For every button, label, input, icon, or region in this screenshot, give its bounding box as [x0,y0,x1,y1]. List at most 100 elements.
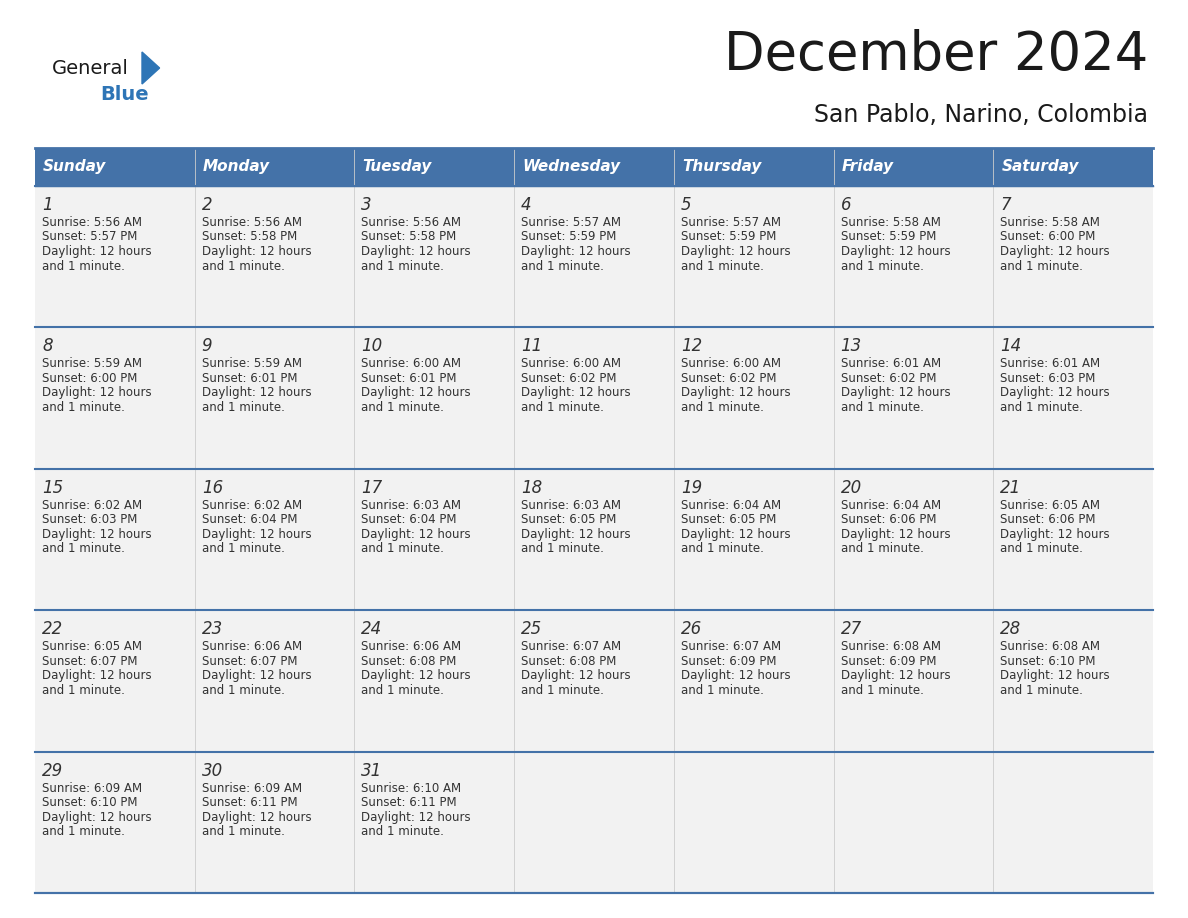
Bar [34,469,195,610]
Text: Daylight: 12 hours: Daylight: 12 hours [202,811,311,823]
Text: 16: 16 [202,479,223,497]
Text: Daylight: 12 hours: Daylight: 12 hours [202,245,311,258]
Text: Daylight: 12 hours: Daylight: 12 hours [841,245,950,258]
Bar [674,610,834,752]
Bar [993,148,1154,186]
Bar [674,328,834,469]
Text: Sunrise: 5:56 AM: Sunrise: 5:56 AM [361,216,461,229]
Text: and 1 minute.: and 1 minute. [361,684,444,697]
Text: and 1 minute.: and 1 minute. [841,684,923,697]
Text: 6: 6 [841,196,851,214]
Bar [834,328,993,469]
Text: Sunset: 6:06 PM: Sunset: 6:06 PM [1000,513,1095,526]
Polygon shape [143,52,159,84]
Bar [354,610,514,752]
Bar [34,610,195,752]
Text: and 1 minute.: and 1 minute. [42,825,125,838]
Text: Daylight: 12 hours: Daylight: 12 hours [681,669,790,682]
Text: Sunset: 6:02 PM: Sunset: 6:02 PM [841,372,936,385]
Text: Sunrise: 6:06 AM: Sunrise: 6:06 AM [202,640,302,654]
Text: Sunrise: 6:01 AM: Sunrise: 6:01 AM [841,357,941,370]
Text: 1: 1 [42,196,52,214]
Text: Daylight: 12 hours: Daylight: 12 hours [361,811,472,823]
Text: Sunset: 6:08 PM: Sunset: 6:08 PM [361,655,457,667]
Text: Sunset: 6:03 PM: Sunset: 6:03 PM [42,513,138,526]
Text: Sunrise: 6:06 AM: Sunrise: 6:06 AM [361,640,462,654]
Bar [993,610,1154,752]
Text: and 1 minute.: and 1 minute. [841,401,923,414]
Text: 28: 28 [1000,621,1022,638]
Text: Monday: Monday [203,160,270,174]
Text: Thursday: Thursday [682,160,762,174]
Text: 11: 11 [522,338,543,355]
Text: Sunrise: 6:00 AM: Sunrise: 6:00 AM [681,357,781,370]
Text: Sunset: 5:59 PM: Sunset: 5:59 PM [681,230,776,243]
Text: 26: 26 [681,621,702,638]
Bar [674,469,834,610]
Text: Sunset: 6:01 PM: Sunset: 6:01 PM [361,372,457,385]
Text: and 1 minute.: and 1 minute. [522,401,604,414]
Text: Sunrise: 6:04 AM: Sunrise: 6:04 AM [841,498,941,512]
Text: and 1 minute.: and 1 minute. [202,543,285,555]
Bar [354,752,514,893]
Text: Daylight: 12 hours: Daylight: 12 hours [361,669,472,682]
Text: 4: 4 [522,196,532,214]
Text: 24: 24 [361,621,383,638]
Text: Sunrise: 5:58 AM: Sunrise: 5:58 AM [841,216,941,229]
Text: Daylight: 12 hours: Daylight: 12 hours [42,245,152,258]
Text: Daylight: 12 hours: Daylight: 12 hours [841,386,950,399]
Text: 27: 27 [841,621,861,638]
Bar [993,752,1154,893]
Text: 25: 25 [522,621,543,638]
Text: Sunrise: 6:01 AM: Sunrise: 6:01 AM [1000,357,1100,370]
Text: Sunrise: 6:04 AM: Sunrise: 6:04 AM [681,498,781,512]
Text: December 2024: December 2024 [723,29,1148,81]
Text: and 1 minute.: and 1 minute. [361,825,444,838]
Text: Sunset: 6:05 PM: Sunset: 6:05 PM [522,513,617,526]
Text: Sunset: 5:58 PM: Sunset: 5:58 PM [361,230,456,243]
Text: Sunset: 6:10 PM: Sunset: 6:10 PM [1000,655,1095,667]
Text: Sunrise: 6:00 AM: Sunrise: 6:00 AM [361,357,461,370]
Text: Sunset: 6:11 PM: Sunset: 6:11 PM [361,796,457,809]
Text: and 1 minute.: and 1 minute. [202,260,285,273]
Text: and 1 minute.: and 1 minute. [681,260,764,273]
Text: Daylight: 12 hours: Daylight: 12 hours [42,528,152,541]
Bar [514,469,674,610]
Bar [354,148,514,186]
Text: Sunset: 5:58 PM: Sunset: 5:58 PM [202,230,297,243]
Text: Sunrise: 5:57 AM: Sunrise: 5:57 AM [522,216,621,229]
Text: Daylight: 12 hours: Daylight: 12 hours [1000,669,1110,682]
Text: Sunrise: 6:02 AM: Sunrise: 6:02 AM [42,498,143,512]
Text: 22: 22 [42,621,63,638]
Text: Sunrise: 6:08 AM: Sunrise: 6:08 AM [1000,640,1100,654]
Bar [514,328,674,469]
Text: Daylight: 12 hours: Daylight: 12 hours [1000,528,1110,541]
Text: and 1 minute.: and 1 minute. [202,825,285,838]
Bar [993,469,1154,610]
Text: Tuesday: Tuesday [362,160,431,174]
Text: Sunset: 6:05 PM: Sunset: 6:05 PM [681,513,776,526]
Bar [354,328,514,469]
Text: 29: 29 [42,762,63,779]
Text: Sunset: 6:02 PM: Sunset: 6:02 PM [522,372,617,385]
Text: Daylight: 12 hours: Daylight: 12 hours [361,245,472,258]
Bar [195,469,354,610]
Text: Sunset: 6:02 PM: Sunset: 6:02 PM [681,372,776,385]
Text: Sunrise: 6:09 AM: Sunrise: 6:09 AM [202,781,302,795]
Text: Saturday: Saturday [1001,160,1079,174]
Text: and 1 minute.: and 1 minute. [42,543,125,555]
Text: Sunrise: 6:02 AM: Sunrise: 6:02 AM [202,498,302,512]
Text: Daylight: 12 hours: Daylight: 12 hours [522,528,631,541]
Text: Sunrise: 5:56 AM: Sunrise: 5:56 AM [202,216,302,229]
Text: 18: 18 [522,479,543,497]
Text: Sunday: Sunday [43,160,107,174]
Bar [834,186,993,328]
Text: 9: 9 [202,338,213,355]
Text: Sunset: 6:00 PM: Sunset: 6:00 PM [42,372,138,385]
Text: Friday: Friday [841,160,893,174]
Text: and 1 minute.: and 1 minute. [681,684,764,697]
Text: and 1 minute.: and 1 minute. [841,260,923,273]
Text: Sunset: 6:10 PM: Sunset: 6:10 PM [42,796,138,809]
Text: 14: 14 [1000,338,1022,355]
Text: and 1 minute.: and 1 minute. [841,543,923,555]
